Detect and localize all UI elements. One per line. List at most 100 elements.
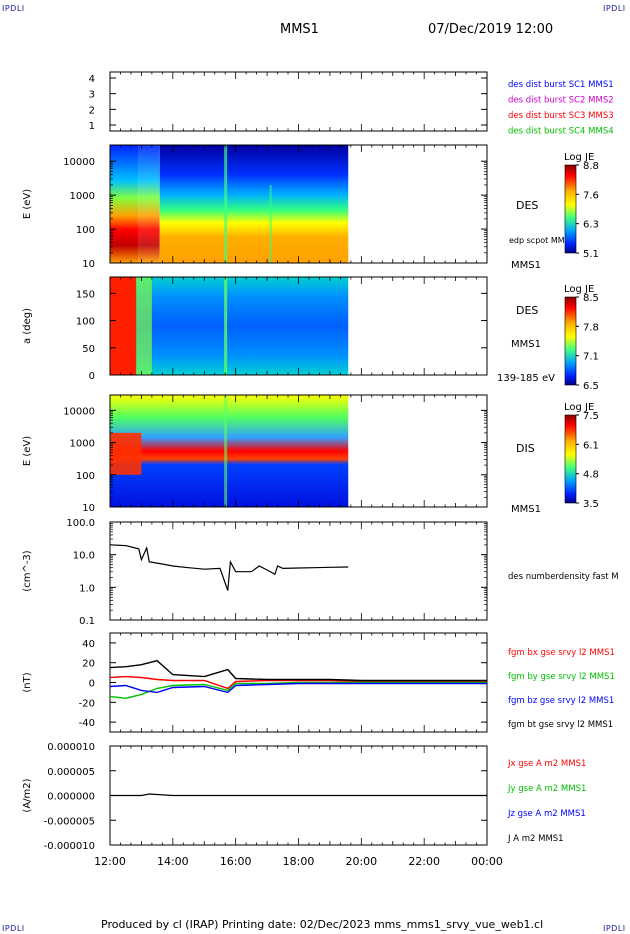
corner-label-top-right: IPDLI — [603, 4, 626, 13]
panel-6-ytick: -0.000005 — [44, 816, 95, 827]
panel-0-ytick: 3 — [89, 90, 95, 101]
des-energy-instrument-label: DES — [516, 199, 538, 212]
current-legend-item: J A m2 MMS1 — [507, 834, 564, 844]
panel-2-colorbar-tick: 7.8 — [583, 322, 599, 333]
des-energy-transition-spectrum — [138, 145, 160, 263]
panel-4-ytick: 0.1 — [79, 616, 95, 627]
panel-2-colorbar — [564, 296, 577, 386]
bfield-legend-item: fgm bx gse srvy l2 MMS1 — [508, 648, 615, 658]
panel-3-colorbar-tick: 6.1 — [583, 440, 599, 451]
panel-4-ytick: 1.0 — [79, 583, 95, 594]
sc-flags-legend-item: des dist burst SC4 MMS4 — [508, 127, 614, 137]
des-pitch-spike — [224, 277, 228, 375]
panel-2-ytick: 150 — [76, 289, 95, 300]
current-series-line — [110, 793, 487, 797]
panel-1-colorbar-tick: 8.8 — [583, 161, 599, 172]
des-pitch-early-spectrum — [110, 277, 137, 375]
des-pitch-extra-label: MMS1 — [511, 339, 541, 350]
panel-3-ytick: 10 — [82, 503, 95, 514]
panel-5-ytick: 20 — [82, 659, 95, 670]
xaxis-tick-label: 12:00 — [94, 855, 126, 868]
current-legend-item: Jz gse A m2 MMS1 — [507, 809, 586, 819]
des-pitch-bottom-label: 139-185 eV — [497, 373, 555, 384]
panel-5-ylabel: (nT) — [22, 672, 33, 692]
xaxis-tick-label: 22:00 — [408, 855, 440, 868]
des-energy-spike — [224, 145, 228, 263]
panel-3-colorbar-tick: 7.5 — [583, 411, 599, 422]
panel-1-colorbar-tick: 6.3 — [583, 220, 599, 231]
panel-2-ytick: 50 — [82, 344, 95, 355]
panel-4-ytick: 10.0 — [73, 551, 95, 562]
panel-2-ylabel: a (deg) — [22, 308, 33, 344]
panel-2-colorbar-tick: 6.5 — [583, 381, 599, 392]
bfield-series-line — [109, 682, 487, 694]
xaxis-tick-label: 14:00 — [157, 855, 189, 868]
panel-1-ytick: 10000 — [63, 157, 95, 168]
des-pitch-instrument-label: DES — [516, 304, 538, 317]
panel-3-ytick: 100 — [76, 471, 95, 482]
header-spacecraft: MMS1 — [280, 22, 319, 37]
panel-1-colorbar-tick: 7.6 — [583, 190, 599, 201]
bfield-legend-item: fgm by gse srvy l2 MMS1 — [508, 672, 615, 682]
density-series-line — [109, 544, 349, 591]
panel-1-colorbar — [564, 164, 577, 254]
panel-0-frame — [109, 71, 488, 132]
panel-3-ytick: 10000 — [63, 406, 95, 417]
panel-6-ytick: -0.000010 — [44, 841, 95, 852]
bfield-legend-item: fgm bt gse srvy l2 MMS1 — [508, 720, 613, 730]
dis-energy-bottom-label: MMS1 — [511, 504, 541, 515]
panel-0-ytick: 1 — [89, 121, 95, 132]
panel-2-ytick: 0 — [89, 371, 95, 382]
panel-1-ytick: 100 — [76, 225, 95, 236]
sc-flags-legend-item: des dist burst SC1 MMS1 — [508, 80, 614, 90]
sc-flags-legend-item: des dist burst SC2 MMS2 — [508, 96, 614, 106]
dis-energy-spectrum — [110, 395, 349, 507]
panel-1-colorbar-title: Log JE — [564, 152, 594, 163]
footer-text: Produced by cl (IRAP) Printing date: 02/… — [101, 918, 544, 931]
panel-5-ytick: 0 — [89, 679, 95, 690]
panel-2-ytick: 100 — [76, 317, 95, 328]
panel-1-colorbar-tick: 5.1 — [583, 249, 599, 260]
panel-2-colorbar-title: Log JE — [564, 284, 594, 295]
panel-6-ylabel: (A/m2) — [22, 778, 33, 812]
dis-energy-instrument-label: DIS — [516, 442, 535, 455]
corner-label-bottom-right: IPDLI — [603, 924, 626, 933]
xaxis-tick-label: 20:00 — [345, 855, 377, 868]
bfield-series-line — [109, 681, 487, 700]
corner-label-top-left: IPDLI — [2, 4, 25, 13]
panel-1-ytick: 10 — [82, 259, 95, 270]
panel-6-ytick: 0.000010 — [47, 742, 95, 753]
panel-0-ytick: 2 — [89, 105, 95, 116]
bfield-series-line — [109, 659, 487, 682]
des-energy-spectrum — [159, 145, 349, 263]
panel-5-ytick: -20 — [79, 698, 95, 709]
density-legend-item: des numberdensity fast M — [508, 572, 619, 582]
panel-1-ylabel: E (eV) — [22, 189, 33, 219]
xaxis-tick-label: 00:00 — [471, 855, 503, 868]
panel-6-ytick: 0.000000 — [47, 792, 95, 803]
sc-flags-legend-item: des dist burst SC3 MMS3 — [508, 111, 614, 121]
corner-label-bottom-left: IPDLI — [2, 924, 25, 933]
dis-energy-spike — [224, 395, 228, 507]
panel-3-colorbar-tick: 4.8 — [583, 470, 599, 481]
header-datetime: 07/Dec/2019 12:00 — [428, 22, 554, 37]
panel-2-colorbar-tick: 7.1 — [583, 352, 599, 363]
current-legend-item: Jx gse A m2 MMS1 — [507, 759, 586, 769]
des-energy-spike — [269, 185, 272, 263]
panel-4-ytick: 100.0 — [66, 518, 95, 529]
panel-1-ytick: 1000 — [70, 191, 95, 202]
dis-energy-early-spectrum — [110, 432, 142, 475]
panel-3-ylabel: E (eV) — [22, 436, 33, 466]
des-energy-extra-label: edp scpot MMS1 — [509, 236, 575, 245]
panel-4-frame — [109, 521, 488, 621]
des-pitch-transition — [136, 277, 152, 375]
xaxis-tick-label: 16:00 — [220, 855, 252, 868]
panel-3-ytick: 1000 — [70, 439, 95, 450]
bfield-series-line — [109, 675, 487, 690]
xaxis-tick-label: 18:00 — [283, 855, 315, 868]
bfield-legend-item: fgm bz gse srvy l2 MMS1 — [508, 696, 614, 706]
panel-6-ytick: 0.000005 — [47, 767, 95, 778]
panel-5-ytick: 40 — [82, 639, 95, 650]
des-energy-early-spectrum — [110, 145, 139, 263]
panel-0-ytick: 4 — [89, 74, 95, 85]
